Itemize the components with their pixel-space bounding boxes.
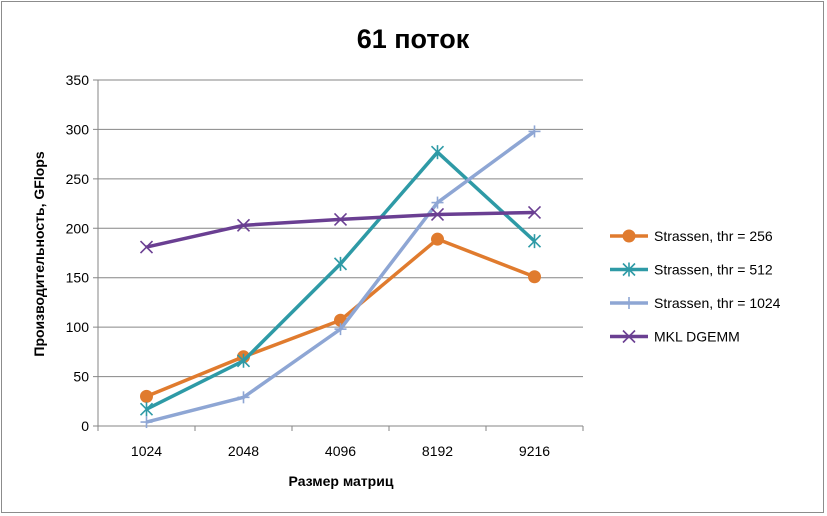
data-point [430, 145, 445, 160]
legend-marker [622, 329, 636, 344]
y-axis-label: Производительность, GFlops [31, 151, 47, 356]
x-tick-label: 4096 [325, 443, 356, 459]
grid-layer [93, 79, 584, 431]
y-tick-label: 100 [66, 319, 90, 335]
data-point [528, 125, 541, 138]
y-tick-label: 150 [66, 270, 90, 286]
data-point [236, 218, 251, 232]
y-tick-label: 350 [66, 72, 90, 88]
data-point [140, 389, 153, 403]
data-point [334, 323, 347, 336]
data-point [333, 212, 348, 226]
legend-marker [623, 297, 635, 309]
data-point [237, 391, 250, 404]
y-tick-label: 300 [66, 121, 90, 137]
legend-label: Strassen, thr = 1024 [654, 295, 781, 311]
x-tick-label: 1024 [131, 443, 162, 459]
data-point [527, 205, 542, 220]
legend-label: MKL DGEMM [654, 329, 740, 345]
data-point [430, 207, 445, 222]
legend: Strassen, thr = 256 Strassen, thr = 512 St… [610, 228, 781, 345]
data-point [527, 234, 542, 249]
series-2 [139, 145, 542, 417]
series-3 [140, 125, 541, 429]
series-line [146, 210, 535, 249]
x-tick-label: 9216 [519, 443, 550, 459]
legend-marker [622, 229, 636, 243]
x-axis-label: Размер матриц [289, 473, 394, 489]
y-tick-label: 0 [81, 418, 89, 434]
data-point [139, 240, 154, 254]
x-tick-labels: 1024 2048 4096 8192 9216 [131, 443, 550, 459]
legend-item: Strassen, thr = 512 [610, 262, 773, 278]
y-tick-labels: 0 50 100 150 200 250 300 350 [66, 72, 90, 434]
legend-item: MKL DGEMM [610, 329, 740, 345]
y-tick-label: 250 [66, 171, 90, 187]
x-tick-label: 2048 [228, 443, 259, 459]
y-tick-label: 200 [66, 220, 90, 236]
data-point [528, 270, 541, 284]
data-point [431, 232, 444, 246]
data-point [236, 353, 251, 368]
legend-item: Strassen, thr = 256 [610, 228, 773, 244]
data-point [333, 256, 348, 271]
y-tick-label: 50 [73, 369, 89, 385]
legend-label: Strassen, thr = 256 [654, 228, 773, 244]
data-point [139, 402, 154, 417]
chart-title: 61 поток [357, 24, 470, 54]
data-point [140, 416, 153, 429]
legend-marker [622, 262, 636, 277]
legend-label: Strassen, thr = 512 [654, 262, 773, 278]
series-4 [139, 205, 542, 254]
series-1 [140, 232, 541, 403]
x-tick-label: 8192 [422, 443, 453, 459]
legend-item: Strassen, thr = 1024 [610, 295, 781, 311]
series-layer [139, 125, 542, 429]
data-point [431, 196, 444, 209]
series-line [145, 150, 536, 411]
